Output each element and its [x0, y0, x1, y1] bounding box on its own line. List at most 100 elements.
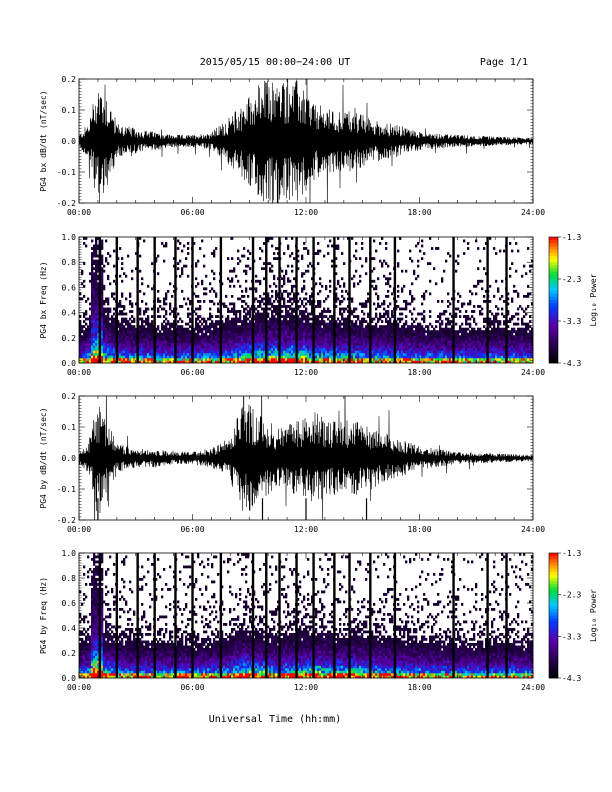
colorbar-label: Log₁₀ Power [589, 273, 598, 326]
colorbar-tick: -4.3 [562, 674, 581, 683]
y-tick-label: 0.2 [62, 334, 77, 343]
x-tick-label: 06:00 [180, 525, 204, 534]
page-indicator: Page 1/1 [480, 57, 528, 68]
data-gap [174, 237, 177, 363]
y-tick-label: 0.6 [62, 283, 77, 292]
colorbar-tick: -3.3 [562, 317, 581, 326]
data-gap [115, 237, 119, 363]
data-gap [452, 553, 455, 678]
x-tick-label: 06:00 [180, 683, 204, 692]
x-tick-label: 00:00 [67, 368, 91, 377]
data-gap [333, 553, 336, 678]
data-gap [219, 237, 223, 363]
data-gap [219, 553, 223, 678]
data-gap [486, 553, 489, 678]
data-gap [115, 553, 119, 678]
data-gap [452, 237, 455, 363]
panel-4: -1.3 -2.3 -3.3 -4.3 Log₁₀ Power 00:00 06:00 12:… [39, 549, 598, 692]
data-gap [278, 553, 281, 678]
y-axis-label: PG4 by Freq (Hz) [39, 577, 48, 654]
data-gap [369, 553, 372, 678]
x-tick-label: 00:00 [67, 683, 91, 692]
colorbar-tick: -2.3 [562, 275, 581, 284]
x-tick-label: 12:00 [294, 683, 318, 692]
data-gap [153, 237, 156, 363]
x-tick-label: 06:00 [180, 368, 204, 377]
data-gap [251, 237, 255, 363]
data-gap [348, 553, 351, 678]
x-tick-label: 18:00 [407, 683, 431, 692]
x-tick-label: 12:00 [294, 525, 318, 534]
data-gap [369, 237, 372, 363]
colorbar-label: Log₁₀ Power [589, 589, 598, 642]
y-tick-label: 0.2 [62, 75, 77, 84]
data-gap [312, 237, 315, 363]
data-gap [505, 237, 508, 363]
data-gap [136, 237, 139, 363]
x-tick-label: 18:00 [407, 368, 431, 377]
colorbar-tick: -2.3 [562, 591, 581, 600]
data-gap [505, 553, 508, 678]
y-tick-label: 0.1 [62, 106, 77, 115]
data-gap [153, 553, 156, 678]
data-gap [486, 237, 489, 363]
y-tick-label: -0.2 [57, 516, 76, 525]
x-axis-label: Universal Time (hh:mm) [209, 714, 341, 725]
y-tick-label: -0.2 [57, 199, 76, 208]
data-gap [312, 553, 315, 678]
panel-2: -1.3 -2.3 -3.3 -4.3 Log₁₀ Power 00:00 06:00 12:… [39, 233, 598, 377]
data-gap [295, 553, 298, 678]
x-tick-label: 00:00 [67, 525, 91, 534]
y-tick-label: 0.0 [62, 674, 77, 683]
x-tick-label: 18:00 [407, 525, 431, 534]
data-gap [191, 553, 194, 678]
y-tick-label: 0.1 [62, 423, 77, 432]
y-tick-label: 0.0 [62, 359, 77, 368]
data-gap [265, 553, 268, 678]
data-gap [251, 553, 255, 678]
data-gap [278, 237, 281, 363]
y-tick-label: 0.2 [62, 392, 77, 401]
colorbar: -1.3 -2.3 -3.3 -4.3 Log₁₀ Power [548, 233, 598, 368]
figure-title: 2015/05/15 00:00−24:00 UT [200, 57, 351, 68]
data-gap [98, 237, 102, 363]
y-tick-label: 0.0 [62, 137, 77, 146]
y-tick-label: -0.1 [57, 485, 76, 494]
y-tick-label: -0.1 [57, 168, 76, 177]
panel-1: 00:00 06:00 12:00 18:00 24:00 0.2 0.1 0.0 -0.1 -0… [39, 75, 545, 217]
y-tick-label: 0.2 [62, 649, 77, 658]
x-tick-label: 24:00 [521, 208, 545, 217]
x-tick-label: 12:00 [294, 208, 318, 217]
series-line [79, 79, 533, 203]
y-tick-label: 1.0 [62, 233, 77, 242]
y-axis-label: PG4 bx dB/dt (nT/sec) [39, 90, 48, 191]
y-tick-label: 0.8 [62, 574, 77, 583]
colorbar-tick: -3.3 [562, 632, 581, 641]
y-tick-label: 0.8 [62, 258, 77, 267]
colorbar-tick: -1.3 [562, 549, 581, 558]
colorbar: -1.3 -2.3 -3.3 -4.3 Log₁₀ Power [548, 549, 598, 683]
data-gap [136, 553, 139, 678]
data-gap [174, 553, 177, 678]
panel-3: 00:00 06:00 12:00 18:00 24:00 0.2 0.1 0.0 -0.1 -0… [39, 392, 545, 534]
x-tick-label: 18:00 [407, 208, 431, 217]
series-line [79, 396, 533, 520]
x-tick-label: 12:00 [294, 368, 318, 377]
data-gap [265, 237, 268, 363]
x-tick-label: 24:00 [521, 525, 545, 534]
y-tick-label: 0.4 [62, 624, 77, 633]
colorbar-tick: -1.3 [562, 233, 581, 242]
y-tick-label: 0.4 [62, 309, 77, 318]
data-gap [348, 237, 351, 363]
x-tick-label: 24:00 [521, 368, 545, 377]
data-gap [98, 553, 102, 678]
y-tick-label: 0.6 [62, 599, 77, 608]
x-tick-label: 24:00 [521, 683, 545, 692]
y-tick-label: 0.0 [62, 454, 77, 463]
data-gap [393, 237, 397, 363]
data-gap [333, 237, 336, 363]
x-tick-label: 00:00 [67, 208, 91, 217]
data-gap [393, 553, 397, 678]
y-tick-label: 1.0 [62, 549, 77, 558]
